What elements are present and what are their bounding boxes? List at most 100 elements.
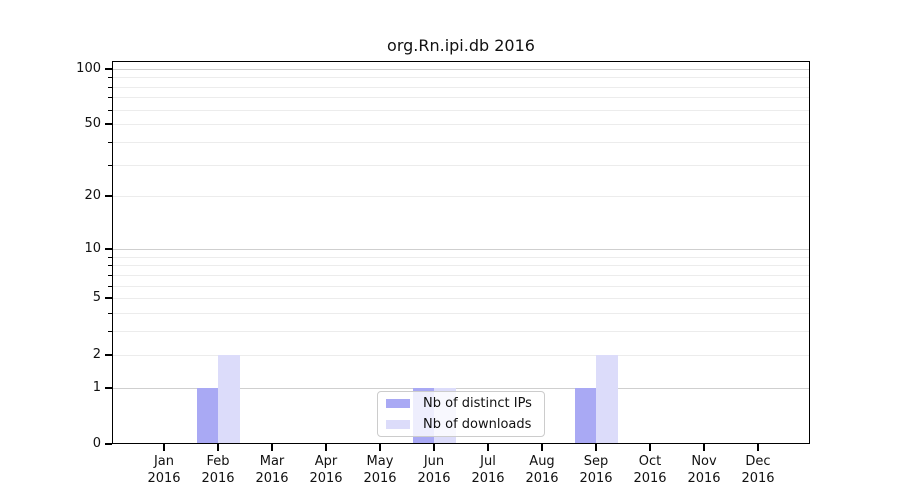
x-tick-month: Jul — [480, 454, 496, 469]
gridline-y-60 — [113, 109, 809, 111]
x-tick-year: 2016 — [309, 471, 343, 486]
y-tick-20 — [105, 195, 112, 198]
x-tick-month: Sep — [583, 454, 609, 469]
x-tick-year: 2016 — [255, 471, 289, 486]
x-tick-may — [379, 444, 381, 451]
legend-swatch-distinct-ips — [386, 399, 410, 409]
x-tick-label-dec: Dec 2016 — [730, 453, 786, 487]
x-tick-month: Oct — [638, 454, 662, 469]
x-tick-month: Aug — [529, 454, 555, 469]
y-tick-label-5: 5 — [92, 290, 101, 306]
y-tick-5 — [105, 297, 112, 300]
legend-label-downloads: Nb of downloads — [423, 416, 532, 432]
y-minor-tick-8 — [108, 265, 112, 267]
bar-distinct-ips-sep — [574, 387, 596, 443]
gridline-y-2 — [113, 354, 809, 356]
gridline-y-30 — [113, 164, 809, 166]
gridline-y-90 — [113, 77, 809, 79]
gridline-y-6 — [113, 285, 809, 287]
x-tick-feb — [217, 444, 219, 451]
x-tick-year: 2016 — [687, 471, 721, 486]
y-tick-label-100: 100 — [76, 60, 101, 76]
gridline-y-50 — [113, 124, 809, 126]
x-tick-year: 2016 — [201, 471, 235, 486]
legend: Nb of distinct IPs Nb of downloads — [377, 391, 545, 437]
x-tick-mar — [271, 444, 273, 451]
gridline-y-9 — [113, 256, 809, 258]
y-minor-tick-4 — [108, 313, 112, 315]
legend-label-distinct-ips: Nb of distinct IPs — [423, 396, 532, 412]
gridline-y-10 — [113, 249, 809, 250]
x-tick-label-feb: Feb 2016 — [190, 453, 246, 487]
x-tick-month: Jun — [423, 454, 445, 469]
legend-swatch-downloads — [386, 419, 410, 429]
x-tick-year: 2016 — [417, 471, 451, 486]
x-tick-jun — [433, 444, 435, 451]
plot-area — [112, 61, 810, 444]
gridline-y-20 — [113, 196, 809, 198]
y-tick-10 — [105, 248, 112, 250]
x-tick-apr — [325, 444, 327, 451]
x-tick-month: Apr — [314, 454, 338, 469]
y-minor-tick-60 — [108, 109, 112, 111]
y-tick-label-0: 0 — [92, 436, 101, 451]
x-tick-year: 2016 — [741, 471, 775, 486]
chart-title: org.Rn.ipi.db 2016 — [387, 36, 535, 55]
x-tick-month: Dec — [745, 454, 771, 469]
gridline-y-3 — [113, 331, 809, 333]
gridline-y-70 — [113, 97, 809, 99]
x-tick-dec — [757, 444, 759, 451]
x-tick-label-jun: Jun 2016 — [406, 453, 462, 487]
y-tick-label-2: 2 — [92, 346, 101, 362]
gridline-y-40 — [113, 142, 809, 143]
gridline-y-8 — [113, 265, 809, 267]
x-tick-oct — [649, 444, 651, 451]
y-minor-tick-40 — [108, 142, 112, 143]
x-tick-month: May — [366, 454, 394, 469]
x-tick-label-apr: Apr 2016 — [298, 453, 354, 487]
x-tick-year: 2016 — [147, 471, 181, 486]
y-minor-tick-3 — [108, 331, 112, 333]
x-tick-label-aug: Aug 2016 — [514, 453, 570, 487]
x-tick-label-jan: Jan 2016 — [136, 453, 192, 487]
x-tick-month: Nov — [691, 454, 717, 469]
y-tick-1 — [105, 386, 112, 389]
gridline-y-80 — [113, 86, 809, 88]
y-tick-100 — [105, 67, 112, 70]
bar-distinct-ips-feb — [196, 387, 218, 443]
x-tick-year: 2016 — [579, 471, 613, 486]
x-tick-month: Feb — [206, 454, 230, 469]
x-tick-label-sep: Sep 2016 — [568, 453, 624, 487]
y-minor-tick-7 — [108, 274, 112, 276]
y-minor-tick-70 — [108, 97, 112, 99]
x-tick-label-mar: Mar 2016 — [244, 453, 300, 487]
gridline-y-4 — [113, 313, 809, 315]
y-minor-tick-80 — [108, 86, 112, 88]
x-tick-year: 2016 — [525, 471, 559, 486]
y-minor-tick-90 — [108, 77, 112, 79]
gridline-y-7 — [113, 274, 809, 276]
x-tick-aug — [541, 444, 543, 451]
gridline-y-1 — [113, 387, 809, 389]
y-tick-label-1: 1 — [92, 379, 101, 395]
x-tick-month: Mar — [259, 454, 285, 469]
legend-item-distinct-ips: Nb of distinct IPs — [384, 395, 538, 413]
x-tick-label-jul: Jul 2016 — [460, 453, 516, 487]
y-tick-label-50: 50 — [84, 116, 101, 132]
y-minor-tick-6 — [108, 285, 112, 287]
x-tick-year: 2016 — [471, 471, 505, 486]
bar-downloads-sep — [596, 354, 618, 443]
x-tick-year: 2016 — [633, 471, 667, 486]
bar-downloads-feb — [218, 354, 240, 443]
x-tick-label-may: May 2016 — [352, 453, 408, 487]
gridline-y-100 — [113, 68, 809, 70]
legend-item-downloads: Nb of downloads — [384, 416, 538, 434]
x-tick-label-oct: Oct 2016 — [622, 453, 678, 487]
y-tick-0 — [105, 443, 112, 445]
x-tick-month: Jan — [153, 454, 175, 469]
y-tick-label-10: 10 — [84, 241, 101, 256]
y-minor-tick-9 — [108, 256, 112, 258]
y-tick-label-20: 20 — [84, 188, 101, 204]
x-tick-sep — [595, 444, 597, 451]
